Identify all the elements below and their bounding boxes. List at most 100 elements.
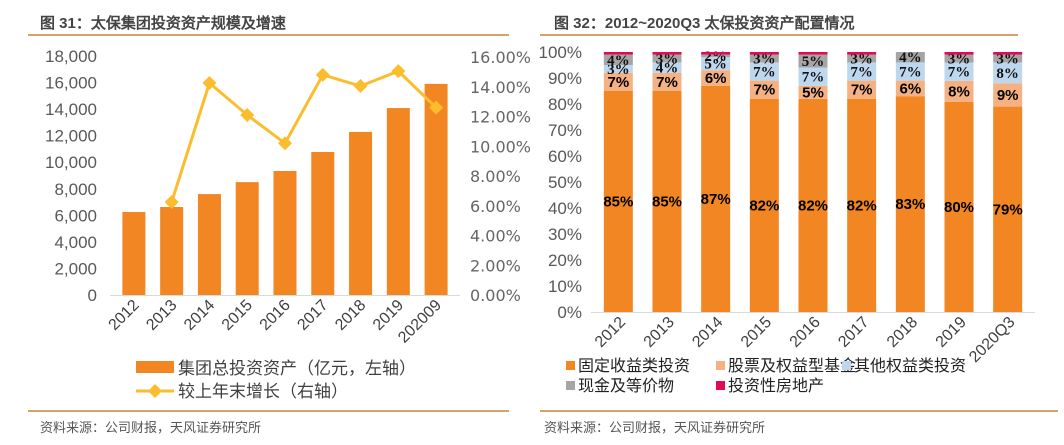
y-right-tick-label: 14.00% (470, 78, 531, 97)
y-tick-label: 20% (548, 251, 582, 270)
data-label-stocks_funds: 9% (997, 87, 1019, 104)
data-label-other_equity: 4% (656, 61, 679, 77)
segment-cash-2014 (701, 54, 731, 58)
legend-label-other_equity: 其他权益类投资 (854, 357, 966, 375)
legend-swatch-bar (136, 361, 174, 373)
x-tick-label: 2018 (884, 314, 921, 351)
figure-32-panel: 图 32：2012~2020Q3 太保投资资产配置情况 0% 10% 20% 30% 4… (532, 0, 1064, 445)
segment-fixed_income-2015 (749, 98, 779, 312)
y-tick-label: 40% (548, 199, 582, 218)
y-tick-label: 100% (539, 43, 582, 62)
growth-line (170, 69, 438, 203)
y-right-tick-label: 10.00% (470, 137, 531, 156)
x-tick-label: 202009 (395, 297, 445, 347)
bar-2012 (122, 212, 146, 295)
y-right-tick-label: 2.00% (470, 256, 521, 275)
bar-202009 (424, 83, 448, 295)
data-label-fixed_income: 82% (847, 197, 877, 214)
segment-other_equity-2014 (701, 57, 731, 71)
segment-real_estate-2012 (603, 52, 633, 55)
segment-cash-2015 (749, 54, 779, 63)
segment-other_equity-2018 (895, 62, 925, 81)
growth-marker-202009 (429, 100, 444, 115)
bar-2013 (160, 206, 184, 295)
data-label-stocks_funds: 7% (607, 74, 629, 91)
data-label-other_equity: 3% (607, 62, 630, 78)
x-tick-label: 2016 (257, 297, 294, 334)
y-tick-label: 90% (548, 69, 582, 88)
segment-stocks_funds-2020Q3 (993, 83, 1023, 107)
data-label-other_equity: 7% (948, 65, 971, 81)
data-label-cash: 3% (996, 52, 1019, 68)
legend-swatch-other_equity (842, 361, 851, 370)
legend-label-fixed_income: 固定收益类投资 (578, 357, 690, 375)
segment-stocks_funds-2017 (847, 80, 877, 99)
legend-swatch-fixed_income (566, 361, 575, 370)
legend-swatch-diamond (148, 384, 162, 398)
source-divider (28, 410, 509, 412)
data-label-fixed_income: 87% (701, 191, 731, 208)
asset-allocation-chart: 0%10%20%30%40%50%60%70%80%90%100%85%7%3%… (539, 43, 1035, 395)
segment-real_estate-2013 (652, 52, 682, 55)
data-label-cash: 4% (899, 50, 922, 66)
segment-fixed_income-2013 (652, 91, 682, 312)
segment-cash-2018 (895, 52, 925, 63)
y-left-tick-label: 0 (88, 286, 97, 305)
source-note: 资料来源：公司财报，天风证券研究所 (544, 420, 766, 435)
y-right-tick-label: 8.00% (470, 167, 521, 186)
legend-swatch-cash (566, 381, 575, 390)
bar-2017 (311, 151, 335, 295)
segment-real_estate-2017 (847, 52, 877, 55)
segment-other_equity-2017 (847, 62, 877, 81)
y-left-tick-label: 14,000 (45, 100, 97, 119)
y-right-tick-label: 4.00% (470, 227, 521, 246)
segment-fixed_income-2019 (944, 101, 974, 312)
data-label-other_equity: 7% (753, 65, 776, 81)
segment-other_equity-2019 (944, 62, 974, 81)
x-tick-label: 2013 (641, 314, 678, 351)
legend-label-cash: 现金及等价物 (578, 377, 674, 395)
data-label-fixed_income: 80% (944, 199, 974, 216)
x-tick-label: 2015 (219, 297, 256, 334)
data-label-fixed_income: 82% (798, 197, 828, 214)
growth-marker-2019 (391, 64, 406, 79)
y-left-tick-label: 18,000 (45, 47, 97, 66)
y-left-tick-label: 16,000 (45, 74, 97, 93)
bar-2016 (273, 170, 297, 295)
y-tick-label: 30% (548, 225, 582, 244)
title-divider (540, 34, 1018, 36)
source-note: 资料来源：公司财报，天风证券研究所 (40, 420, 262, 435)
y-left-tick-label: 8,000 (54, 180, 97, 199)
segment-other_equity-2016 (798, 67, 828, 86)
bar-2018 (349, 131, 373, 295)
data-label-fixed_income: 85% (603, 194, 633, 211)
y-left-tick-label: 6,000 (54, 206, 97, 225)
data-label-stocks_funds: 8% (948, 83, 970, 100)
segment-cash-2019 (944, 54, 974, 63)
segment-stocks_funds-2016 (798, 85, 828, 99)
growth-marker-2015 (240, 108, 255, 123)
data-label-stocks_funds: 7% (851, 82, 873, 99)
data-label-cash: 3% (656, 52, 679, 68)
data-label-fixed_income: 83% (895, 196, 925, 213)
data-label-fixed_income: 82% (749, 197, 779, 214)
segment-fixed_income-2017 (847, 98, 877, 312)
data-label-cash: 2% (704, 49, 727, 65)
segment-cash-2020Q3 (993, 54, 1023, 63)
segment-real_estate-2015 (749, 52, 779, 55)
x-tick-label: 2020Q3 (966, 314, 1018, 366)
y-right-tick-label: 0.00% (470, 286, 521, 305)
legend-label-stocks_funds: 股票及权益型基金 (728, 357, 856, 375)
figure-31-title: 图 31：太保集团投资资产规模及增速 (40, 15, 286, 32)
x-tick-label: 2012 (592, 314, 629, 351)
y-left-tick-label: 4,000 (54, 233, 97, 252)
x-tick-label: 2013 (143, 297, 180, 334)
y-tick-label: 10% (548, 277, 582, 296)
segment-stocks_funds-2012 (603, 72, 633, 91)
y-left-tick-label: 10,000 (45, 153, 97, 172)
growth-marker-2013 (164, 195, 179, 210)
bar-2014 (197, 194, 221, 295)
figure-32-title: 图 32：2012~2020Q3 太保投资资产配置情况 (554, 15, 855, 32)
segment-real_estate-2020Q3 (993, 52, 1023, 55)
data-label-cash: 3% (948, 52, 971, 68)
